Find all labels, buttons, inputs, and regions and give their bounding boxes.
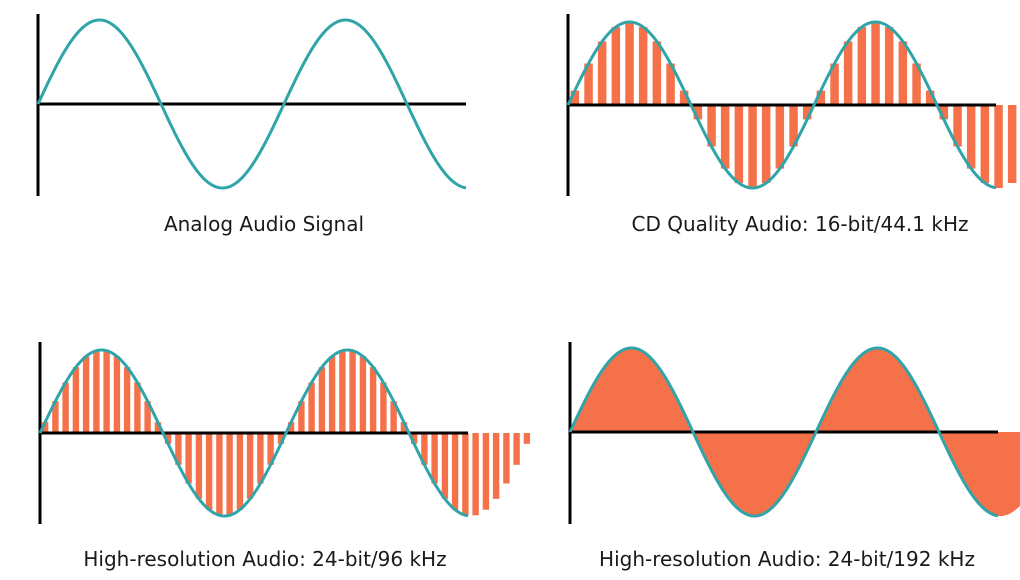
sample-bar [966,105,976,169]
sample-layer [41,350,531,516]
sample-bar [410,433,418,444]
sample-bar [205,433,213,510]
sample-bar [123,367,131,433]
sample-bar [884,27,894,105]
sample-bar [734,105,744,183]
sample-bar [72,367,80,433]
sample-bar [441,433,449,499]
panel-caption: Analog Audio Signal [164,212,364,236]
sample-bar [82,356,90,433]
sample-bar [195,433,203,499]
sample-bar [52,401,59,433]
panel-cd-quality: CD Quality Audio: 16-bit/44.1 kHz [566,14,1017,236]
sample-bar [843,41,853,105]
sample-bar [666,63,675,105]
sample-bar [113,356,121,433]
sample-bar [246,433,254,499]
sample-bar [451,433,459,510]
sample-bar [597,41,607,105]
sample-bar [421,433,428,465]
panel-caption: CD Quality Audio: 16-bit/44.1 kHz [632,212,969,236]
sample-bar [652,41,662,105]
sample-bar [328,356,336,433]
sample-bar [185,433,192,484]
sample-bar [93,350,100,433]
sample-bar [939,105,949,120]
sample-bar [748,105,757,188]
sample-bar [369,367,377,433]
sample-bar [431,433,438,484]
sample-bar [216,433,223,516]
sample-layer [570,22,1017,188]
sample-bar [871,22,880,105]
sample-bar [175,433,182,465]
sample-bar [359,356,367,433]
sample-bar [154,422,162,433]
sample-bar [503,433,510,484]
sample-bar [523,433,531,444]
waveform-line [36,18,467,190]
panel-hires-96: High-resolution Audio: 24-bit/96 kHz [38,342,531,571]
panel-hires-192: High-resolution Audio: 24-bit/192 kHz [568,342,1020,571]
sample-bar [802,105,812,120]
sample-bar [236,433,244,510]
sample-bar [1007,105,1017,183]
sample-bar [41,422,49,433]
sample-bar [164,433,172,444]
sample-bar [830,63,839,105]
sample-bar [134,382,141,433]
sample-bar [857,27,867,105]
sample-bar [693,105,703,120]
sample-bar [492,433,500,499]
sample-bar [62,382,69,433]
panel-caption: High-resolution Audio: 24-bit/192 kHz [599,547,975,571]
sample-bar [953,105,962,147]
sample-bar [789,105,798,147]
sample-bar [912,63,921,105]
sample-bar [994,105,1003,188]
sample-bar [898,41,908,105]
panel-caption: High-resolution Audio: 24-bit/96 kHz [83,547,446,571]
sample-bar [462,433,469,516]
sample-bar [816,90,826,105]
sample-bar [226,433,233,516]
sample-bar [679,90,689,105]
sample-bar [298,401,305,433]
sample-bar [267,433,274,465]
sample-bar [257,433,264,484]
waveform-line [568,346,999,518]
sample-bar [980,105,990,183]
sample-bar [318,367,326,433]
sample-bar [707,105,716,147]
sample-bar [103,350,110,433]
sample-bar [720,105,730,169]
waveform-line [566,20,997,190]
sample-bar [472,433,479,516]
sample-bar [339,350,346,433]
panel-analog: Analog Audio Signal [36,14,467,236]
sample-bar [400,422,408,433]
sample-bar [584,63,593,105]
sample-bar [638,27,648,105]
sample-bar [144,401,151,433]
sample-bar [570,90,580,105]
sample-bar [287,422,295,433]
sample-bar [390,401,397,433]
sample-bar [925,90,935,105]
waveform-line [38,348,469,518]
sample-bar [380,382,387,433]
sample-bar [611,27,621,105]
sample-bar [482,433,490,510]
sample-bar [513,433,520,465]
sample-bar [349,350,356,433]
sample-bar [761,105,771,183]
sample-bar [308,382,315,433]
sample-bar [775,105,785,169]
sample-bar [625,22,634,105]
sample-bar [277,433,285,444]
